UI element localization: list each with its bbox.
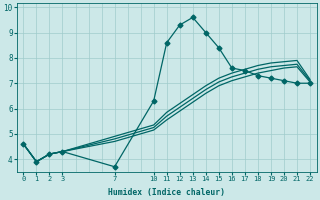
X-axis label: Humidex (Indice chaleur): Humidex (Indice chaleur) [108,188,225,197]
